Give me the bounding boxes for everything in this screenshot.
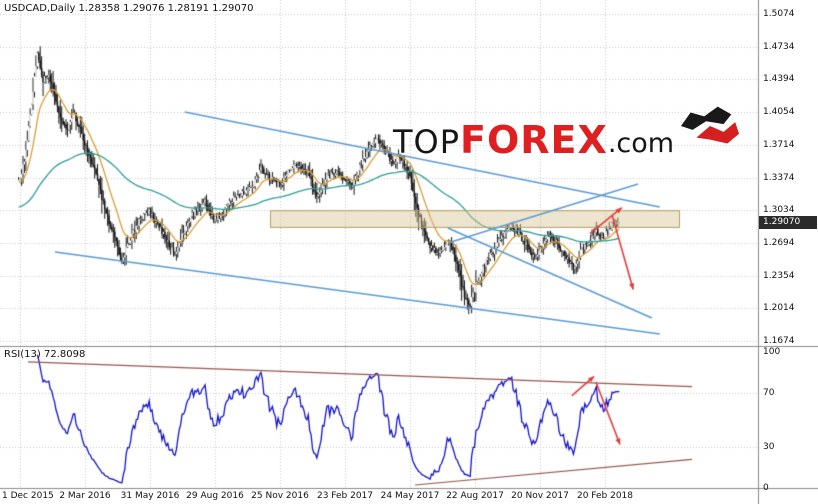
rsi-tick-label: 0: [763, 483, 769, 493]
price-tick-label: 1.3714: [763, 139, 795, 150]
price-tick-label: 1.1674: [763, 336, 795, 346]
symbol-ohlc-title: USDCAD,Daily 1.28358 1.29076 1.28191 1.2…: [4, 3, 254, 14]
current-price-badge: 1.29070: [759, 216, 817, 230]
price-tick-label: 1.4394: [763, 74, 795, 85]
date-tick-label: 24 May 2017: [380, 491, 440, 501]
date-tick-label: 23 Feb 2017: [316, 491, 374, 501]
price-tick-label: 1.2694: [763, 237, 795, 248]
price-tick-label: 1.2354: [763, 270, 795, 281]
rsi-tick-label: 30: [763, 442, 775, 453]
date-tick-label: 1 Dec 2015: [2, 491, 54, 501]
rsi-tick-label: 100: [763, 347, 781, 357]
bull-bear-logo-icon: [681, 106, 740, 144]
watermark-text-top: TOP: [393, 123, 461, 161]
rsi-indicator-label: RSI(13) 72.8098: [4, 349, 86, 360]
date-tick-label: 29 Aug 2016: [186, 491, 244, 501]
watermark: TOP FOREX .com: [393, 104, 741, 163]
price-tick-label: 1.2014: [763, 303, 795, 314]
price-tick-label: 1.4054: [763, 107, 795, 118]
date-tick-label: 20 Feb 2018: [576, 491, 634, 501]
price-tick-label: 1.3034: [763, 205, 795, 216]
date-tick-label: 20 Nov 2017: [511, 491, 569, 501]
price-tick-label: 1.3374: [763, 172, 795, 183]
watermark-text-forex: FOREX: [460, 118, 608, 163]
date-tick-label: 2 Mar 2016: [59, 491, 111, 501]
date-tick-label: 22 Aug 2017: [446, 491, 504, 501]
price-tick-label: 1.5074: [763, 9, 795, 19]
rsi-tick-label: 70: [763, 387, 775, 398]
watermark-text-com: .com: [607, 127, 675, 159]
date-tick-label: 31 May 2016: [120, 491, 180, 501]
price-tick-label: 1.4734: [763, 41, 795, 52]
date-tick-label: 25 Nov 2016: [251, 491, 309, 501]
